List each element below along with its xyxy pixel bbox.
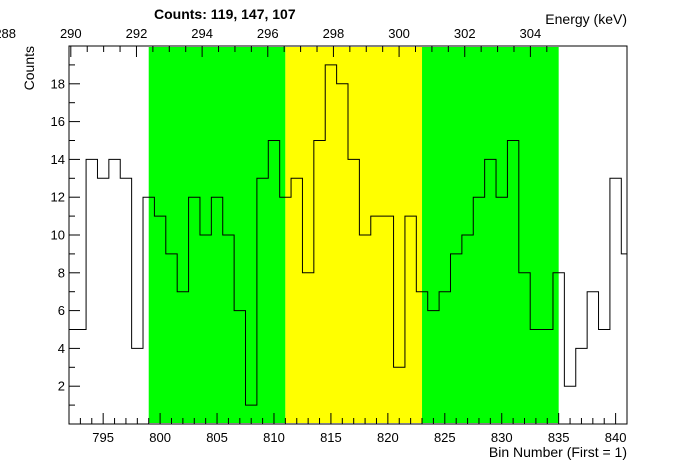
region-3: [422, 47, 559, 423]
y-tick-label-10: 10: [51, 228, 65, 243]
x-tick-label-815: 815: [320, 430, 342, 445]
energy-tick-label-298: 298: [323, 26, 345, 41]
energy-tick-label-302: 302: [454, 26, 476, 41]
x-tick-label-810: 810: [263, 430, 285, 445]
energy-tick-label-296: 296: [257, 26, 279, 41]
x-tick-label-835: 835: [548, 430, 570, 445]
y-tick-label-6: 6: [58, 303, 65, 318]
energy-axis: 288 290 292 294 296 298 300 302 304: [0, 26, 548, 57]
region-2: [285, 47, 423, 423]
x-axis: 795 800 805 810 815 820 825 830 835 840: [68, 413, 628, 445]
energy-axis-title: Energy (keV): [545, 11, 627, 27]
energy-tick-label-292: 292: [126, 26, 148, 41]
counts-title: Counts: 119, 147, 107: [154, 6, 296, 22]
x-tick-label-800: 800: [149, 430, 171, 445]
x-tick-label-825: 825: [434, 430, 456, 445]
y-tick-label-16: 16: [51, 114, 65, 129]
x-tick-label-805: 805: [206, 430, 228, 445]
y-tick-label-14: 14: [51, 152, 65, 167]
y-tick-label-4: 4: [58, 341, 65, 356]
highlight-regions: [148, 47, 559, 423]
x-tick-label-820: 820: [377, 430, 399, 445]
x-tick-label-830: 830: [491, 430, 513, 445]
y-axis: 2 4 6 8 10 12 14 16 18: [51, 64, 80, 406]
y-tick-label-8: 8: [58, 265, 65, 280]
energy-tick-label-290: 290: [60, 26, 82, 41]
energy-tick-label-300: 300: [388, 26, 410, 41]
y-tick-label-12: 12: [51, 190, 65, 205]
x-tick-label-795: 795: [92, 430, 114, 445]
x-axis-title: Bin Number (First = 1): [489, 444, 627, 460]
y-tick-label-2: 2: [58, 379, 65, 394]
energy-tick-label-304: 304: [520, 26, 542, 41]
energy-tick-label-288: 288: [0, 26, 16, 41]
x-tick-label-840: 840: [605, 430, 627, 445]
region-1: [148, 47, 286, 423]
y-tick-label-18: 18: [51, 76, 65, 91]
histogram-line: [74, 64, 627, 406]
y-axis-title: Counts: [21, 46, 37, 90]
energy-tick-label-294: 294: [191, 26, 213, 41]
